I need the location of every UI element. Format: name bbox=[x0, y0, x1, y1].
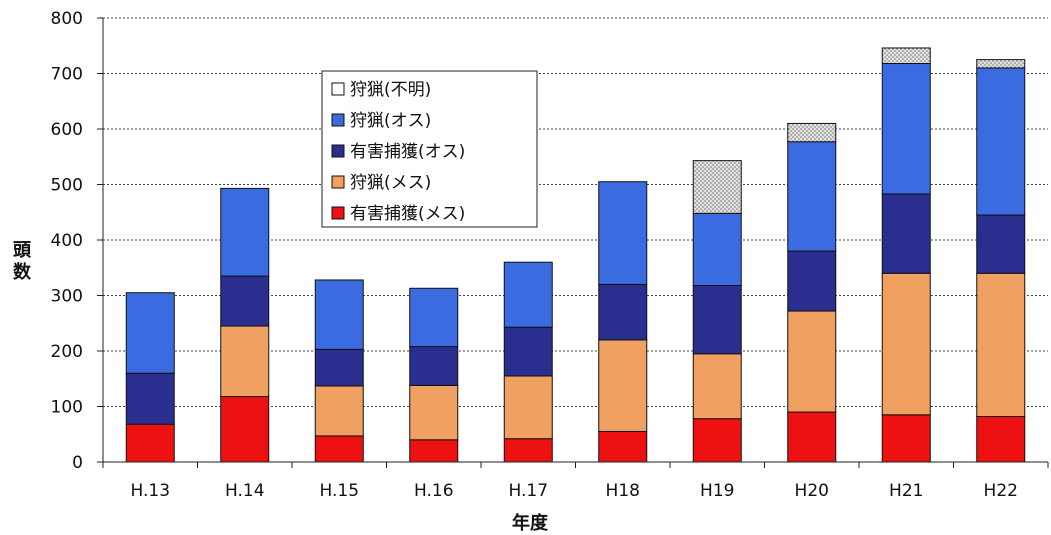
y-tick-label: 400 bbox=[51, 231, 83, 251]
y-tick-label: 0 bbox=[72, 453, 83, 473]
x-tick-labels: H.13 H.14 H.15 H.16 H.17 H18 H19 H20 H21 H22 bbox=[130, 481, 1017, 501]
x-axis-title: 年度 bbox=[512, 512, 549, 534]
x-tick-label: H.15 bbox=[319, 481, 359, 501]
bar-segment bbox=[314, 279, 364, 350]
bar-segment bbox=[976, 272, 1026, 417]
bar-segment bbox=[503, 326, 553, 377]
legend-label: 有害捕獲(メス) bbox=[350, 204, 465, 224]
bar-segment bbox=[220, 396, 270, 463]
bar-segment bbox=[409, 439, 459, 463]
legend-swatch bbox=[331, 144, 345, 158]
x-tick-label: H.14 bbox=[225, 481, 265, 501]
x-tick-label: H.13 bbox=[130, 481, 170, 501]
bar-segment bbox=[692, 212, 742, 287]
bar-segment bbox=[692, 160, 742, 214]
y-tick-label: 200 bbox=[51, 342, 83, 362]
bar-segment bbox=[787, 250, 837, 312]
bar-segment bbox=[503, 375, 553, 440]
bar-segment bbox=[976, 67, 1026, 216]
bar-segment bbox=[314, 435, 364, 463]
bar-segment bbox=[881, 63, 931, 195]
legend-swatch bbox=[331, 206, 345, 220]
y-tick-label: 500 bbox=[51, 176, 83, 196]
x-tick-label: H20 bbox=[795, 481, 829, 501]
bar-segment bbox=[125, 372, 175, 425]
x-tick-label: H18 bbox=[606, 481, 640, 501]
legend-label: 狩猟(不明) bbox=[350, 80, 431, 100]
bar-segment bbox=[787, 310, 837, 413]
legend-box bbox=[321, 70, 538, 228]
legend-label: 有害捕獲(オス) bbox=[350, 142, 465, 162]
axes bbox=[97, 17, 1049, 468]
legend-swatch bbox=[331, 113, 345, 127]
y-tick-label: 300 bbox=[51, 287, 83, 307]
bar-segment bbox=[881, 47, 931, 65]
x-tick-label: H19 bbox=[700, 481, 734, 501]
legend-label: 狩猟(オス) bbox=[350, 111, 431, 131]
legend-swatch bbox=[331, 175, 345, 189]
x-tick-label: H21 bbox=[889, 481, 923, 501]
bar-segment bbox=[976, 214, 1026, 274]
bar-segment bbox=[409, 384, 459, 441]
bar-segment bbox=[976, 59, 1026, 69]
bar-segment bbox=[598, 283, 648, 341]
bar-segment bbox=[692, 353, 742, 420]
bar-segment bbox=[409, 346, 459, 386]
x-tick-label: H22 bbox=[984, 481, 1018, 501]
bar-segment bbox=[881, 193, 931, 274]
bars bbox=[125, 47, 1026, 463]
y-tick-label: 100 bbox=[51, 398, 83, 418]
bar-segment bbox=[692, 285, 742, 355]
bar-segment bbox=[787, 411, 837, 463]
y-tick-label: 600 bbox=[51, 120, 83, 140]
bar-segment bbox=[881, 272, 931, 416]
bar-segment bbox=[125, 423, 175, 463]
bar-segment bbox=[314, 348, 364, 387]
bar-segment bbox=[125, 292, 175, 374]
bar-segment bbox=[409, 287, 459, 348]
x-tick-label: H.17 bbox=[508, 481, 548, 501]
bar-segment bbox=[314, 385, 364, 437]
x-tick-label: H.16 bbox=[414, 481, 454, 501]
legend-label: 狩猟(メス) bbox=[350, 173, 431, 193]
bar-segment bbox=[598, 339, 648, 432]
bar-segment bbox=[976, 415, 1026, 463]
y-axis-title: 頭数 bbox=[13, 240, 32, 283]
legend-swatch bbox=[331, 82, 345, 96]
bar-segment bbox=[787, 141, 837, 252]
bar-segment bbox=[598, 181, 648, 285]
bar-segment bbox=[220, 275, 270, 327]
bar-segment bbox=[881, 414, 931, 463]
y-tick-label: 800 bbox=[51, 9, 83, 29]
bar-segment bbox=[787, 122, 837, 143]
bar-segment bbox=[503, 438, 553, 463]
bar-segment bbox=[692, 418, 742, 463]
legend: 狩猟(不明) 狩猟(オス) 有害捕獲(オス) 狩猟(メス) 有害捕獲(メス) bbox=[321, 70, 538, 228]
bar-segment bbox=[220, 325, 270, 398]
y-tick-labels: 0 100 200 300 400 500 600 700 800 bbox=[51, 9, 83, 473]
bar-segment bbox=[598, 430, 648, 463]
y-tick-label: 700 bbox=[51, 65, 83, 85]
bar-segment bbox=[220, 187, 270, 277]
bar-segment bbox=[503, 261, 553, 328]
